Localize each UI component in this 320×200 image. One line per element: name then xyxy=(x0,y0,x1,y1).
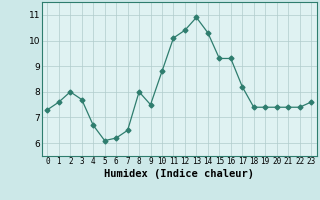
X-axis label: Humidex (Indice chaleur): Humidex (Indice chaleur) xyxy=(104,169,254,179)
